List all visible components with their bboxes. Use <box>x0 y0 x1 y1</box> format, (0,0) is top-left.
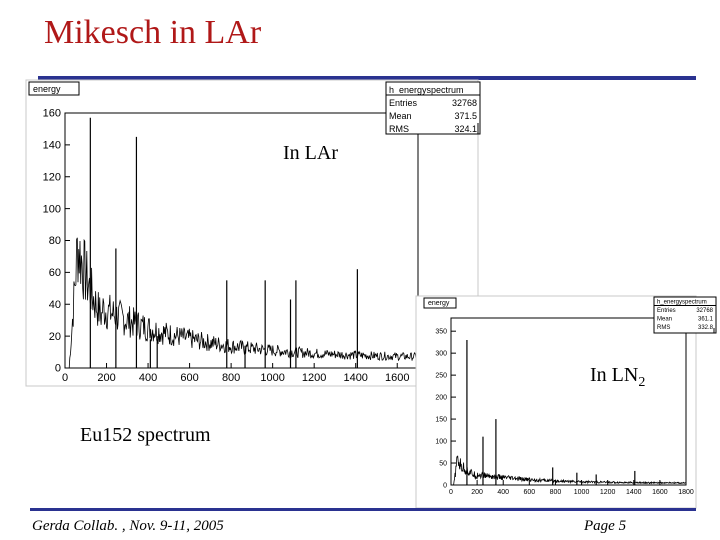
stats-label-rms: RMS <box>389 124 409 134</box>
label-lar: In LAr <box>283 142 338 164</box>
x-tick-label: 800 <box>222 372 240 384</box>
stats-label-rms: RMS <box>657 325 670 331</box>
x-tick-label: 200 <box>97 372 115 384</box>
y-tick-label: 200 <box>435 394 447 401</box>
y-tick-label: 60 <box>49 267 61 279</box>
stats-label-entries: Entries <box>657 308 676 314</box>
stats-box <box>385 81 481 135</box>
x-tick-label: 1600 <box>652 489 668 496</box>
stats-label-mean: Mean <box>389 111 412 121</box>
stats-name: h_energyspectrum <box>657 300 707 306</box>
x-tick-label: 600 <box>523 489 535 496</box>
stats-label-entries: Entries <box>389 98 418 108</box>
y-tick-label: 160 <box>43 108 61 120</box>
y-tick-label: 40 <box>49 299 61 311</box>
x-tick-label: 0 <box>62 372 68 384</box>
histogram-title: energy <box>428 300 450 307</box>
stats-value-mean: 361.1 <box>698 317 714 323</box>
spectrum-continuum <box>68 237 418 369</box>
label-ln2-subscript: 2 <box>638 375 646 390</box>
slide-title: Mikesch in LAr <box>44 14 262 51</box>
stats-value-rms: 332.8 <box>698 325 714 331</box>
y-tick-label: 100 <box>435 438 447 445</box>
y-tick-label: 250 <box>435 372 447 379</box>
y-tick-label: 50 <box>439 460 447 467</box>
x-tick-label: 1000 <box>574 489 590 496</box>
label-spectrum: Eu152 spectrum <box>80 424 211 446</box>
x-tick-label: 200 <box>471 489 483 496</box>
plot-frame <box>450 317 687 486</box>
footer-collaboration: Gerda Collab. , Nov. 9-11, 2005 <box>32 518 224 534</box>
title-box <box>28 81 80 96</box>
x-tick-label: 400 <box>139 372 157 384</box>
y-tick-label: 140 <box>43 140 61 152</box>
y-tick-label: 350 <box>435 329 447 336</box>
x-tick-label: 1400 <box>343 372 367 384</box>
footer-page-number: Page 5 <box>584 518 627 534</box>
y-tick-label: 300 <box>435 350 447 357</box>
title-rule <box>38 76 696 80</box>
x-tick-label: 600 <box>180 372 198 384</box>
y-tick-label: 80 <box>49 235 61 247</box>
x-tick-label: 1400 <box>626 489 642 496</box>
histogram-canvas <box>415 295 697 509</box>
histogram-title: energy <box>33 84 61 94</box>
x-tick-label: 800 <box>550 489 562 496</box>
stats-value-rms: 324.1 <box>454 124 477 134</box>
y-tick-label: 150 <box>435 416 447 423</box>
y-tick-label: 0 <box>55 363 61 375</box>
x-tick-label: 1000 <box>260 372 284 384</box>
stats-value-mean: 371.5 <box>454 111 477 121</box>
label-ln2: In LN2 <box>590 364 645 391</box>
x-tick-label: 400 <box>497 489 509 496</box>
stats-label-mean: Mean <box>657 317 672 323</box>
x-tick-label: 1600 <box>385 372 409 384</box>
y-tick-label: 100 <box>43 203 61 215</box>
stats-name: h_energyspectrum <box>389 85 464 95</box>
spectrum-continuum <box>453 455 687 486</box>
y-tick-label: 0 <box>443 482 447 489</box>
footer-rule <box>30 508 696 511</box>
label-ln2-main: In LN <box>590 364 639 386</box>
y-tick-label: 20 <box>49 331 61 343</box>
x-tick-label: 1200 <box>600 489 616 496</box>
y-tick-label: 120 <box>43 171 61 183</box>
x-tick-label: 1800 <box>678 489 694 496</box>
x-tick-label: 1200 <box>302 372 326 384</box>
title-box <box>423 297 457 309</box>
stats-value-entries: 32768 <box>696 308 713 314</box>
stats-value-entries: 32768 <box>452 98 477 108</box>
x-tick-label: 0 <box>449 489 453 496</box>
stats-box <box>653 296 717 334</box>
